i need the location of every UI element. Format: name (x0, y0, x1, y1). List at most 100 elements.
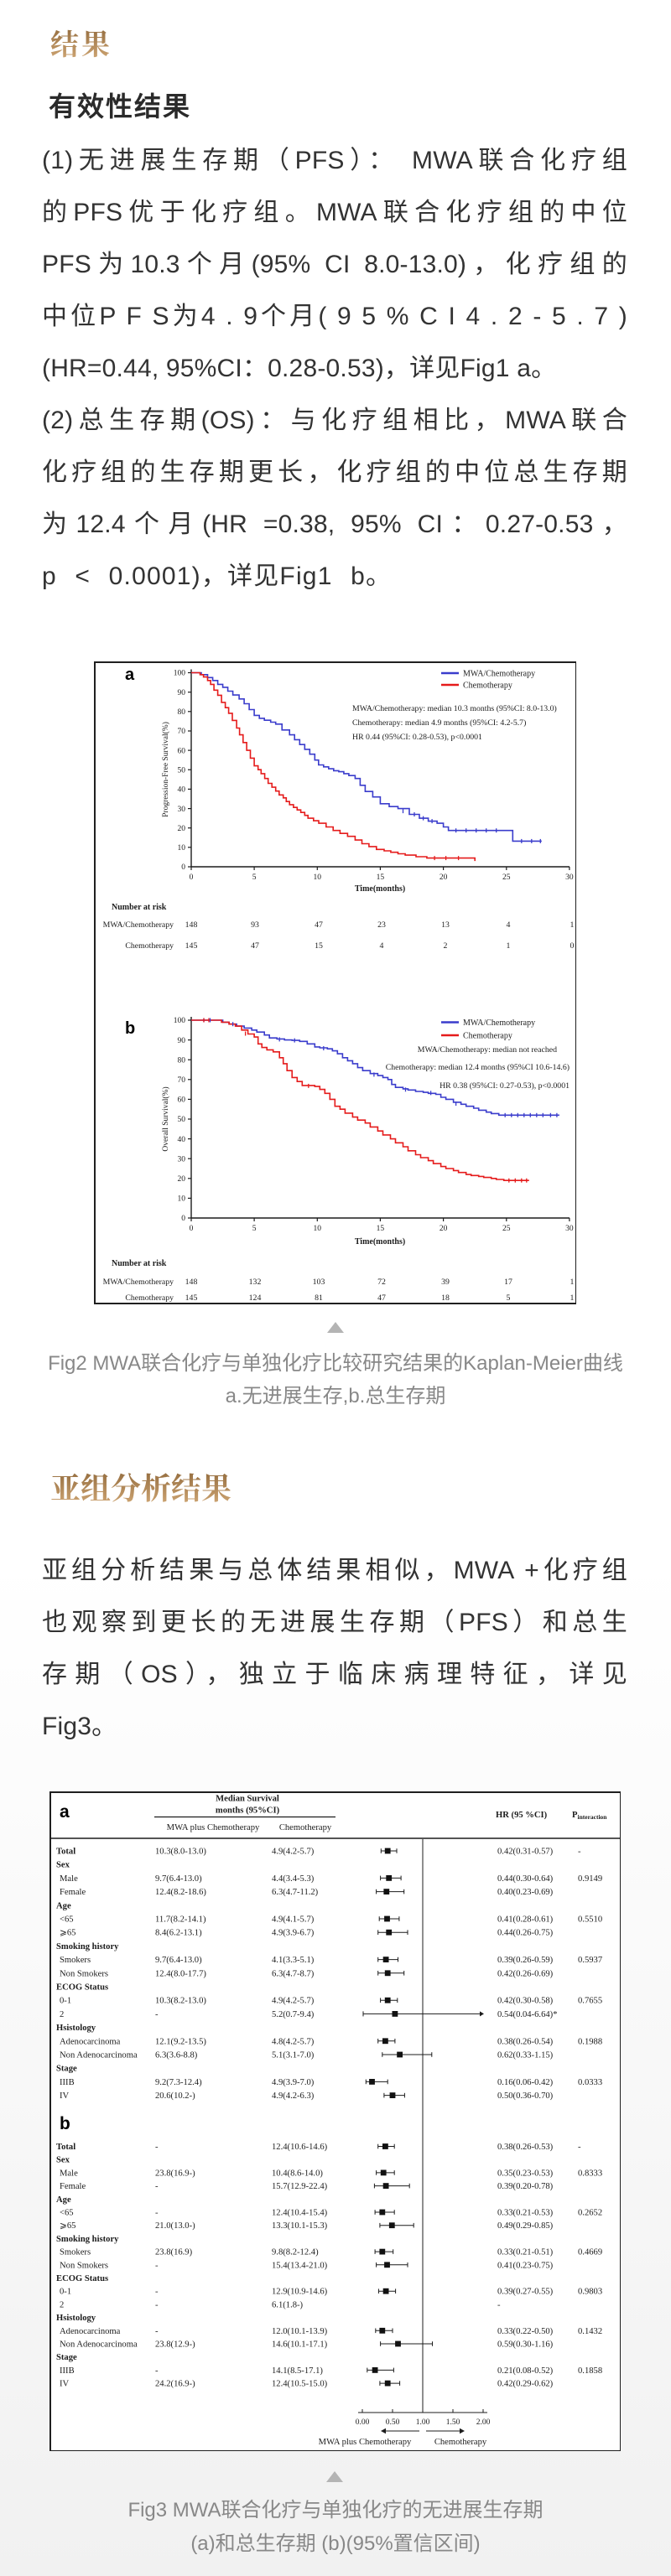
svg-text:12.4(10.4-15.4): 12.4(10.4-15.4) (272, 2209, 328, 2218)
svg-text:4.9(4.2-6.3): 4.9(4.2-6.3) (272, 2091, 315, 2101)
svg-text:Female: Female (60, 1888, 86, 1897)
svg-text:0.39(0.20-0.78): 0.39(0.20-0.78) (497, 2182, 554, 2191)
svg-text:10: 10 (178, 1195, 186, 1204)
svg-text:0.59(0.30-1.16): 0.59(0.30-1.16) (497, 2340, 554, 2350)
svg-text:50: 50 (178, 1116, 186, 1124)
svg-text:8.4(6.2-13.1): 8.4(6.2-13.1) (155, 1929, 202, 1938)
svg-text:12.1(9.2-13.5): 12.1(9.2-13.5) (155, 2037, 206, 2046)
svg-text:25: 25 (502, 873, 511, 882)
svg-text:20: 20 (440, 1225, 448, 1233)
svg-text:Sex: Sex (56, 1861, 70, 1870)
svg-text:17: 17 (504, 1278, 512, 1287)
svg-text:<65: <65 (60, 2209, 74, 2218)
svg-text:0.2652: 0.2652 (578, 2209, 602, 2218)
svg-text:40: 40 (178, 786, 186, 795)
svg-text:MWA plus Chemotherapy: MWA plus Chemotherapy (167, 1823, 260, 1832)
svg-text:0.16(0.06-0.42): 0.16(0.06-0.42) (497, 2078, 554, 2087)
svg-text:30: 30 (565, 1225, 574, 1233)
svg-text:9.8(8.2-12.4): 9.8(8.2-12.4) (272, 2248, 319, 2257)
svg-text:Overall Survival(%): Overall Survival(%) (161, 1086, 170, 1151)
svg-text:0.33(0.21-0.51): 0.33(0.21-0.51) (497, 2248, 554, 2257)
svg-text:2: 2 (60, 2010, 64, 2019)
svg-text:148: 148 (185, 1278, 198, 1287)
svg-text:0.1988: 0.1988 (578, 2037, 602, 2046)
svg-text:39: 39 (441, 1278, 450, 1287)
svg-text:Smokers: Smokers (60, 2248, 91, 2257)
svg-text:Time(months): Time(months) (355, 884, 405, 894)
svg-text:a: a (60, 1802, 70, 1822)
svg-text:60: 60 (178, 747, 186, 755)
svg-text:20: 20 (440, 873, 448, 882)
svg-text:Total: Total (56, 2143, 75, 2152)
svg-text:Non Adenocarcinoma: Non Adenocarcinoma (60, 2051, 138, 2060)
svg-text:Age: Age (56, 1901, 71, 1910)
svg-text:23.8(16.9): 23.8(16.9) (155, 2248, 193, 2257)
svg-text:4.4(3.4-5.3): 4.4(3.4-5.3) (272, 1874, 315, 1884)
svg-text:0.9803: 0.9803 (578, 2288, 602, 2297)
svg-text:0.7655: 0.7655 (578, 1997, 602, 2006)
svg-text:Chemotherapy: Chemotherapy (125, 1293, 174, 1303)
svg-text:30: 30 (178, 1155, 186, 1164)
svg-text:Hsistology: Hsistology (56, 2024, 96, 2033)
svg-text:60: 60 (178, 1096, 186, 1105)
svg-text:9.7(6.4-13.0): 9.7(6.4-13.0) (155, 1874, 202, 1884)
svg-text:MWA/Chemotherapy: MWA/Chemotherapy (463, 1018, 535, 1028)
svg-text:Pinteraction: Pinteraction (572, 1811, 607, 1821)
svg-text:124: 124 (249, 1293, 262, 1303)
svg-text:12.9(10.9-14.6): 12.9(10.9-14.6) (272, 2288, 328, 2297)
svg-text:23: 23 (377, 920, 386, 930)
svg-text:1: 1 (570, 920, 575, 930)
svg-text:0.4669: 0.4669 (578, 2248, 602, 2257)
svg-text:-: - (155, 2010, 159, 2019)
svg-text:0.0333: 0.0333 (578, 2078, 602, 2087)
svg-text:0.38(0.26-0.53): 0.38(0.26-0.53) (497, 2143, 554, 2152)
svg-text:4.8(4.2-5.7): 4.8(4.2-5.7) (272, 2037, 315, 2046)
svg-text:0.44(0.30-0.64): 0.44(0.30-0.64) (497, 1874, 554, 1884)
svg-text:145: 145 (185, 941, 198, 951)
svg-text:25: 25 (502, 1225, 511, 1233)
svg-text:40: 40 (178, 1136, 186, 1144)
svg-text:47: 47 (251, 941, 259, 951)
svg-text:4.9(4.1-5.7): 4.9(4.1-5.7) (272, 1915, 315, 1925)
svg-text:0.35(0.23-0.53): 0.35(0.23-0.53) (497, 2169, 554, 2178)
svg-text:ECOG Status: ECOG Status (56, 1983, 108, 1993)
svg-text:Stage: Stage (56, 2065, 77, 2074)
svg-text:Smoking history: Smoking history (56, 1942, 119, 1951)
svg-text:4.9(3.9-7.0): 4.9(3.9-7.0) (272, 2078, 315, 2087)
svg-text:Progression-Free Survival(%): Progression-Free Survival(%) (161, 722, 170, 817)
svg-text:Chemotherapy: Chemotherapy (434, 2438, 487, 2447)
svg-text:47: 47 (377, 1293, 386, 1303)
svg-text:15: 15 (377, 873, 385, 882)
svg-text:5: 5 (507, 1293, 511, 1303)
svg-text:72: 72 (377, 1278, 386, 1287)
svg-text:Sex: Sex (56, 2156, 70, 2165)
svg-text:Smokers: Smokers (60, 1956, 91, 1965)
svg-text:Hsistology: Hsistology (56, 2314, 96, 2323)
svg-text:Median Survival: Median Survival (216, 1795, 279, 1804)
svg-text:0.33(0.22-0.50): 0.33(0.22-0.50) (497, 2327, 554, 2336)
svg-text:0.41(0.28-0.61): 0.41(0.28-0.61) (497, 1915, 554, 1925)
svg-text:20: 20 (178, 1175, 186, 1184)
svg-text:13: 13 (441, 920, 450, 930)
svg-text:5.2(0.7-9.4): 5.2(0.7-9.4) (272, 2010, 315, 2019)
svg-text:100: 100 (174, 670, 186, 678)
svg-text:Chemotherapy: Chemotherapy (463, 682, 512, 691)
svg-text:6.3(3.6-8.8): 6.3(3.6-8.8) (155, 2051, 198, 2060)
svg-text:0-1: 0-1 (60, 1997, 71, 2006)
svg-text:0.41(0.23-0.75): 0.41(0.23-0.75) (497, 2261, 554, 2270)
svg-text:4: 4 (507, 920, 511, 930)
svg-text:6.3(4.7-11.2): 6.3(4.7-11.2) (272, 1888, 319, 1897)
svg-text:1.50: 1.50 (446, 2418, 460, 2427)
svg-text:0: 0 (181, 1215, 185, 1223)
svg-text:0.42(0.26-0.69): 0.42(0.26-0.69) (497, 1969, 554, 1978)
svg-text:0.44(0.26-0.75): 0.44(0.26-0.75) (497, 1929, 554, 1938)
svg-text:-: - (155, 2327, 159, 2336)
svg-text:30: 30 (565, 873, 574, 882)
svg-text:0.54(0.04-6.64)*: 0.54(0.04-6.64)* (497, 2010, 558, 2019)
svg-text:10.3(8.0-13.0): 10.3(8.0-13.0) (155, 1848, 206, 1857)
svg-text:9.2(7.3-12.4): 9.2(7.3-12.4) (155, 2078, 202, 2087)
svg-text:15.4(13.4-21.0): 15.4(13.4-21.0) (272, 2261, 328, 2270)
svg-text:0.42(0.31-0.57): 0.42(0.31-0.57) (497, 1848, 554, 1857)
svg-text:12.0(10.1-13.9): 12.0(10.1-13.9) (272, 2327, 328, 2336)
svg-text:100: 100 (174, 1017, 186, 1025)
